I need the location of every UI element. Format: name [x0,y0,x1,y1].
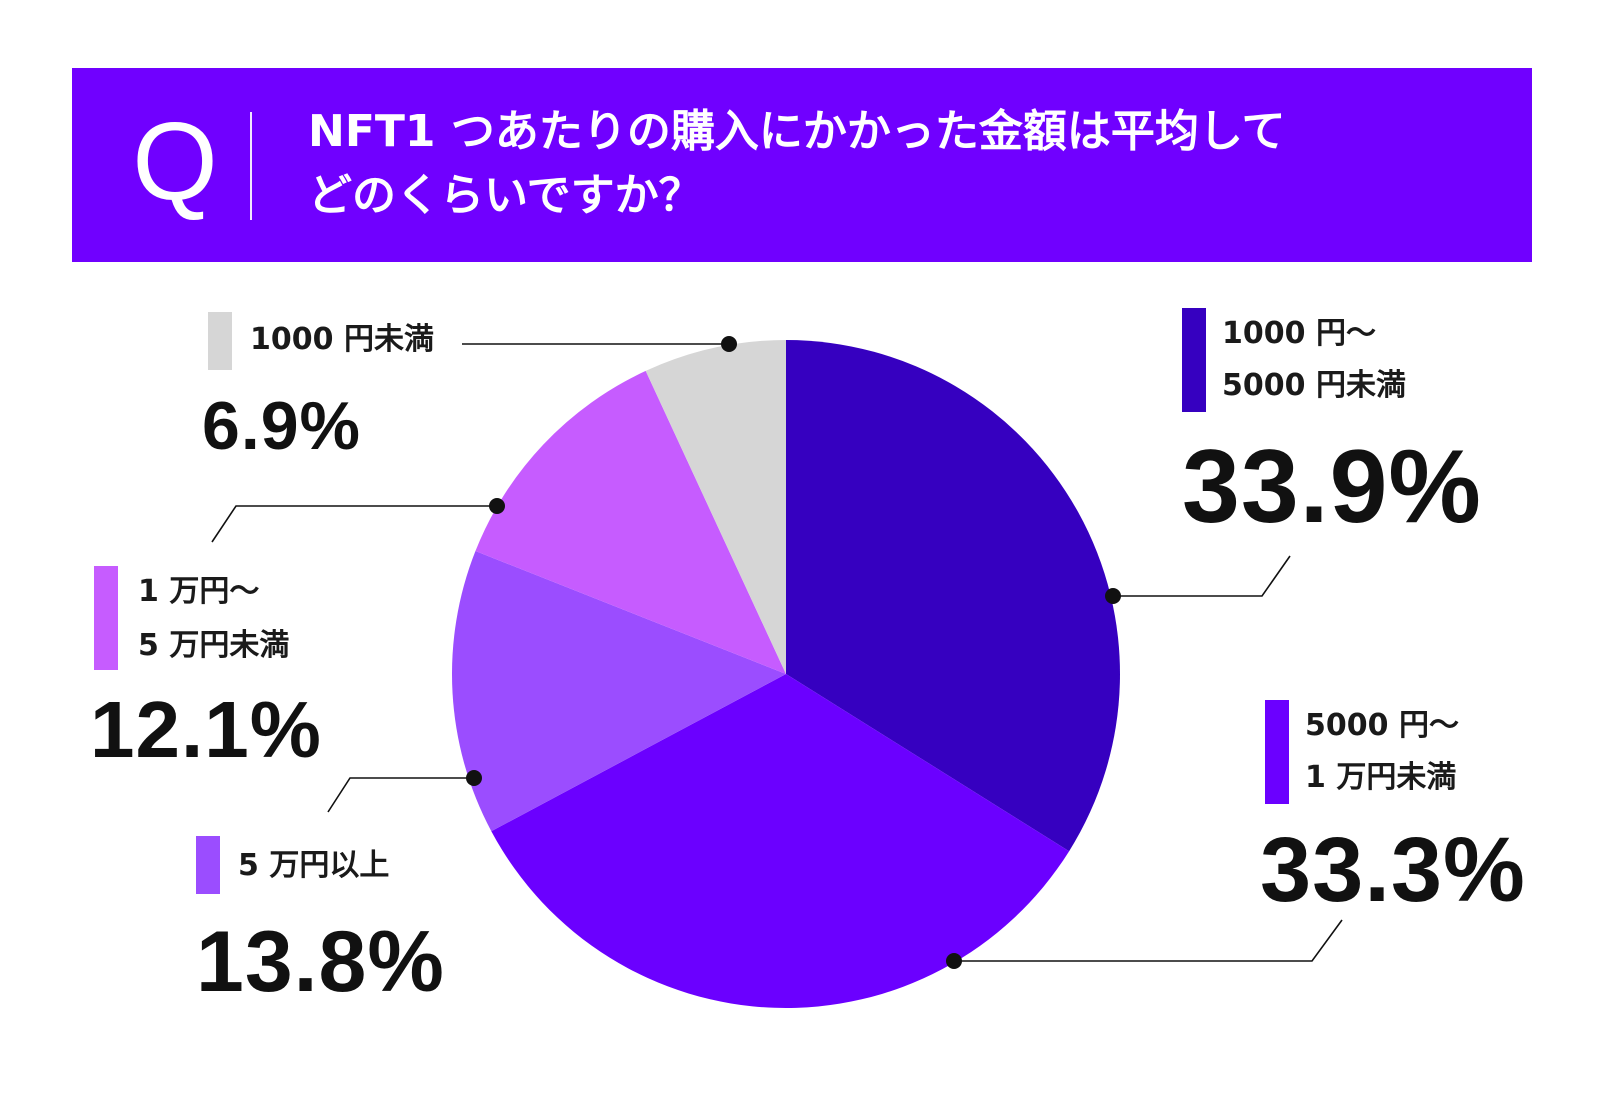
slice-label-2-line1: 5 万円以上 [238,848,390,883]
legend-swatch-4 [208,312,232,370]
question-marker: Q [132,100,218,223]
pie-slice-2 [451,551,786,832]
legend-swatch-3 [94,566,118,670]
slice-percent-3: 12.1% [90,685,322,774]
pie-slice-4 [645,340,786,674]
slice-label-0-line1: 1000 円～ [1222,316,1376,351]
leader-dot-4 [721,336,737,352]
leader-line-0 [1113,555,1291,597]
slice-percent-0: 33.9% [1182,429,1482,545]
question-divider [250,112,252,220]
leader-dot-3 [489,498,505,514]
question-line-1: NFT1 つあたりの購入にかかった金額は平均して [308,106,1286,157]
legend-swatch-0 [1182,308,1206,412]
slice-percent-2: 13.8% [196,914,445,1010]
slice-percent-1: 33.3% [1260,819,1526,921]
legend-swatch-2 [196,836,220,894]
pie-slice-1 [491,674,1070,1009]
question-banner [72,68,1532,262]
leader-dot-0 [1105,588,1121,604]
slice-label-3-line2: 5 万円未満 [138,628,290,663]
question-text: NFT1 つあたりの購入にかかった金額は平均して どのくらいですか？ [308,100,1488,228]
pie-slice-0 [786,340,1120,852]
leader-line-1 [954,919,1343,962]
legend-swatch-1 [1265,700,1289,804]
leader-dot-1 [946,953,962,969]
slice-label-4-line1: 1000 円未満 [250,322,434,357]
pie-slice-3 [475,370,786,674]
leader-dot-2 [466,770,482,786]
leader-line-3 [211,505,497,543]
leader-line-2 [327,777,474,813]
slice-label-3-line1: 1 万円～ [138,574,260,609]
slice-label-1-line2: 1 万円未満 [1305,760,1457,795]
slice-label-1-line1: 5000 円～ [1305,708,1459,743]
slice-label-0-line2: 5000 円未満 [1222,368,1406,403]
slice-percent-4: 6.9% [202,388,361,464]
question-line-2: どのくらいですか？ [308,170,703,221]
